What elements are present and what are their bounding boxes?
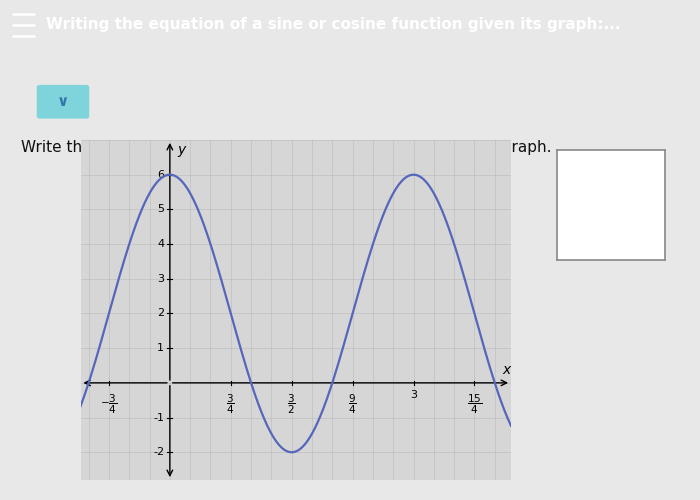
- Text: 5: 5: [158, 204, 164, 214]
- Text: ∨: ∨: [57, 94, 69, 110]
- Text: $-\dfrac{3}{4}$: $-\dfrac{3}{4}$: [100, 392, 118, 416]
- Text: 1: 1: [158, 343, 164, 353]
- Text: Writing the equation of a sine or cosine function given its graph:...: Writing the equation of a sine or cosine…: [46, 18, 620, 32]
- Text: 6: 6: [158, 170, 164, 179]
- FancyBboxPatch shape: [36, 85, 90, 118]
- Text: $\dfrac{3}{2}$: $\dfrac{3}{2}$: [288, 392, 296, 416]
- Text: -1: -1: [153, 412, 164, 422]
- Text: Write the equation of a sine or cosine function to describe the graph.: Write the equation of a sine or cosine f…: [21, 140, 552, 155]
- Text: 2: 2: [157, 308, 164, 318]
- Text: $\dfrac{3}{4}$: $\dfrac{3}{4}$: [227, 392, 235, 416]
- Text: 3: 3: [410, 390, 417, 400]
- Text: 3: 3: [158, 274, 164, 284]
- Text: y: y: [177, 144, 186, 158]
- Text: $\dfrac{9}{4}$: $\dfrac{9}{4}$: [349, 392, 357, 416]
- Text: x: x: [503, 362, 511, 376]
- Text: $\dfrac{15}{4}$: $\dfrac{15}{4}$: [467, 392, 482, 416]
- Text: 4: 4: [157, 239, 164, 249]
- Text: -2: -2: [153, 447, 164, 457]
